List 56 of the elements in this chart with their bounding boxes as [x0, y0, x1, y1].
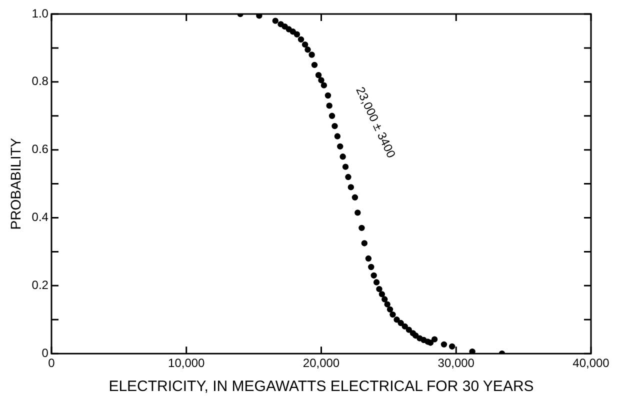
point: [365, 255, 372, 262]
point: [398, 320, 404, 326]
point: [348, 184, 354, 190]
y-axis-title: PROBABILITY: [7, 137, 24, 230]
point: [352, 194, 358, 200]
point: [354, 210, 361, 216]
point: [324, 92, 332, 99]
y-tick-label: 0: [42, 346, 49, 360]
point: [384, 301, 390, 308]
point: [382, 296, 388, 302]
point: [272, 18, 278, 24]
point: [332, 122, 338, 130]
point: [320, 82, 328, 88]
y-tick-label: 0.2: [32, 278, 49, 292]
point: [358, 224, 365, 232]
point: [361, 240, 368, 246]
point: [328, 112, 336, 119]
point: [342, 164, 349, 170]
y-tick-label: 0.8: [32, 74, 49, 88]
point: [402, 323, 408, 330]
point: [304, 46, 311, 53]
x-tick-label: 30,000: [438, 356, 475, 370]
point: [290, 28, 296, 35]
x-tick-label: 10,000: [168, 356, 206, 370]
x-axis-title: ELECTRICITY, IN MEGAWATTS ELECTRICAL FOR 30 YEARS: [108, 378, 534, 396]
point: [448, 343, 456, 350]
x-tick-label: 20,000: [302, 356, 340, 370]
point: [308, 52, 315, 58]
point: [431, 336, 438, 342]
point: [318, 77, 324, 84]
point: [412, 332, 419, 339]
point: [294, 31, 300, 38]
point: [386, 306, 394, 313]
point: [302, 41, 308, 48]
point: [373, 279, 380, 286]
point: [340, 154, 346, 160]
point: [376, 286, 382, 292]
point: [440, 341, 448, 348]
point: [370, 272, 377, 279]
y-tick-label: 0.4: [32, 210, 49, 224]
point: [311, 62, 318, 68]
y-tick-label: 0.6: [32, 142, 49, 156]
point: [368, 264, 374, 270]
point: [326, 102, 332, 109]
x-tick-label: 40,000: [572, 356, 610, 370]
point: [390, 311, 396, 318]
point: [406, 326, 412, 333]
point: [378, 291, 386, 298]
point: [394, 316, 400, 323]
point: [298, 36, 304, 43]
point: [345, 174, 352, 180]
y-tick-label: 1.0: [32, 6, 49, 20]
point: [427, 340, 434, 346]
point: [334, 133, 341, 140]
point: [337, 143, 344, 150]
point: [315, 72, 322, 78]
